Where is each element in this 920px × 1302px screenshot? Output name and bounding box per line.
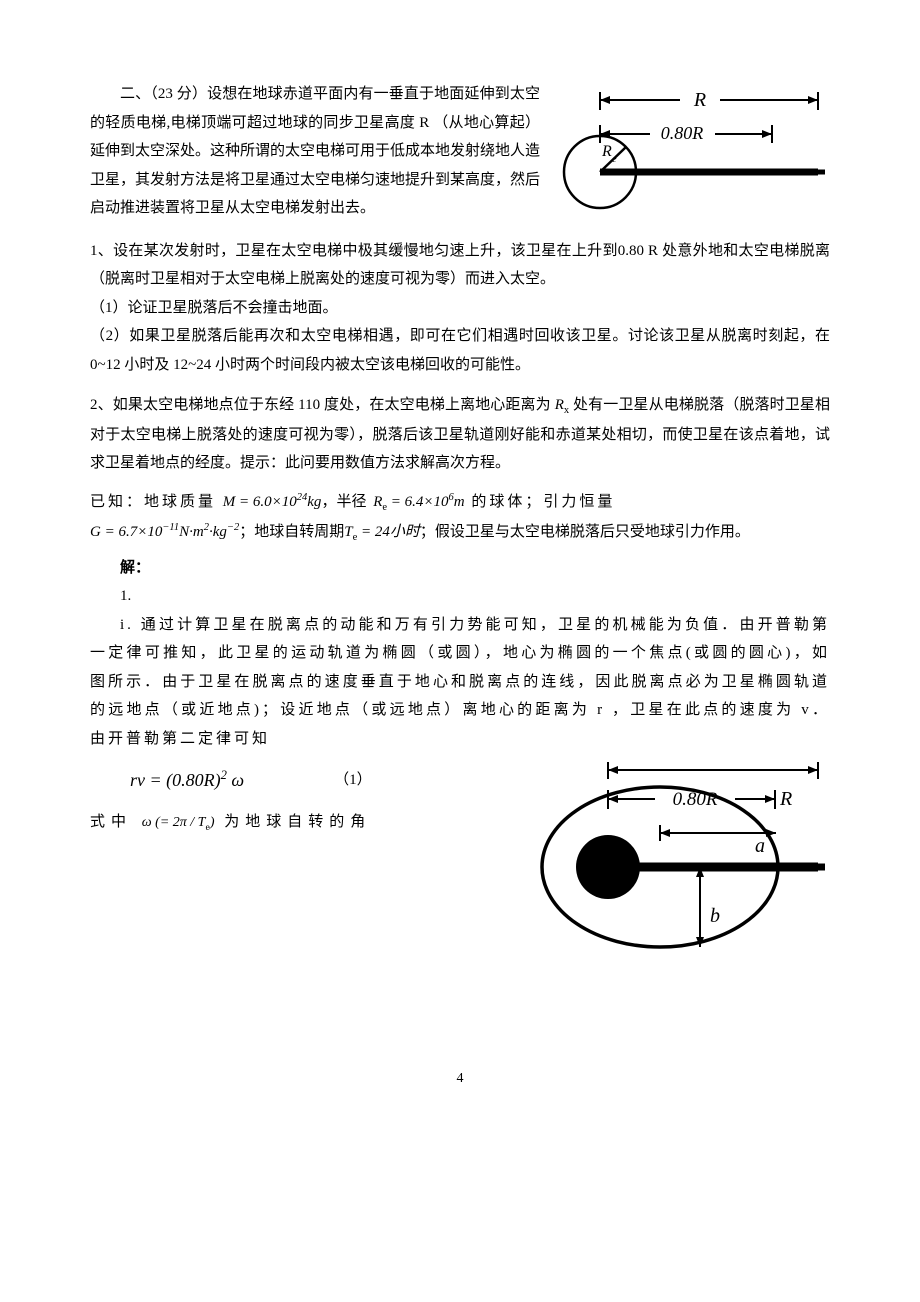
fig2-svg: R 0.80R a b: [530, 757, 830, 967]
svg-text:Re: Re: [601, 143, 617, 165]
fig2-b: b: [710, 905, 720, 927]
q2-text-a: 2、如果太空电梯地点位于东经 110 度处，在太空电梯上离地心距离为: [90, 397, 551, 413]
page-number: 4: [90, 1066, 830, 1093]
solution-p1: i. 通过计算卫星在脱离点的动能和万有引力势能可知，卫星的机械能为负值．由开普勒…: [90, 611, 830, 754]
fig1-label-080R: 0.80R: [661, 123, 704, 143]
paragraph-q1: 1、设在某次发射时，卫星在太空电梯中极其缓慢地匀速上升，该卫星在上升到0.80 …: [90, 237, 830, 294]
fig1-label-R: R: [693, 89, 706, 111]
equation-1: rv = (0.80R)2 ω （1）: [130, 763, 520, 797]
paragraph-known: 已知：地球质量 M = 6.0×1024kg，半径 Re = 6.4×106m …: [90, 488, 830, 518]
figure-r-diagram: R 0.80R Re: [550, 80, 830, 229]
figure-ellipse-diagram: R 0.80R a b: [530, 757, 830, 978]
fig2-R: R: [779, 788, 792, 810]
fig2-a: a: [755, 835, 765, 857]
paragraph-q2: 2、如果太空电梯地点位于东经 110 度处，在太空电梯上离地心距离为 Rx 处有…: [90, 391, 830, 478]
solution-1: 1.: [90, 582, 830, 611]
fig1-svg: R 0.80R Re: [550, 80, 830, 218]
paragraph-q1-1: （1）论证卫星脱落后不会撞击地面。: [90, 294, 830, 323]
eq1-number: （1）: [334, 766, 372, 795]
paragraph-q1-2: （2）如果卫星脱落后能再次和太空电梯相遇，即可在它们相遇时回收该卫星。讨论该卫星…: [90, 322, 830, 379]
paragraph-known2: G = 6.7×10−11N·m2·kg−2；地球自转周期Te = 24小时；假…: [90, 518, 830, 548]
solution-header: 解：: [90, 554, 830, 583]
